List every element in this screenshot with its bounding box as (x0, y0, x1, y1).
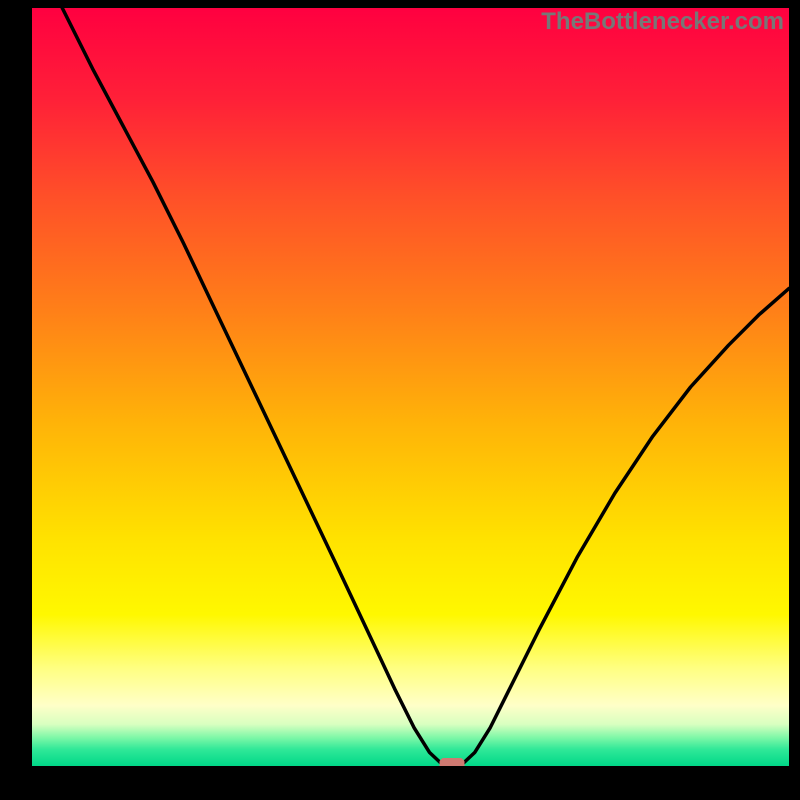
figure: TheBottlenecker.com (0, 0, 800, 800)
plot-area (32, 8, 789, 766)
optimum-marker-shape (440, 758, 465, 766)
watermark-text: TheBottlenecker.com (541, 8, 784, 36)
bottleneck-curve (32, 8, 789, 766)
optimum-marker (440, 757, 465, 766)
